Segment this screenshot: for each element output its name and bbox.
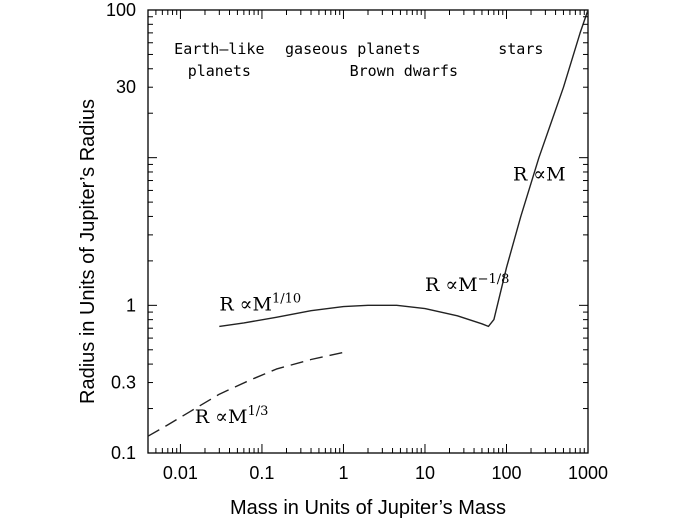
series-line-2-solid (219, 9, 589, 328)
x-tick-label: 10 (415, 463, 435, 483)
region-label: planets (188, 62, 251, 80)
region-label: Earth–like (174, 40, 264, 58)
scaling-law-annotation: R ∝M1/3 (195, 404, 269, 428)
x-tick-label: 1 (338, 463, 348, 483)
y-tick-label: 30 (116, 77, 136, 97)
x-axis-title: Mass in Units of Jupiter’s Mass (230, 497, 506, 519)
region-label: gaseous planets (285, 40, 420, 58)
x-tick-label: 0.1 (249, 463, 274, 483)
x-tick-label: 0.01 (163, 463, 198, 483)
series-line-1-dashed (147, 351, 344, 437)
region-label: stars (498, 40, 543, 58)
y-tick-label: 100 (106, 0, 136, 20)
region-label: Brown dwarfs (350, 62, 458, 80)
scaling-law-annotation: R ∝M (513, 164, 566, 186)
scaling-law-annotation: R ∝M1/10 (219, 292, 301, 316)
scaling-law-annotation: R ∝M−1/8 (425, 272, 510, 296)
x-tick-label: 100 (491, 463, 521, 483)
y-tick-label: 0.1 (111, 443, 136, 463)
y-tick-label: 1 (126, 295, 136, 315)
x-tick-label: 1000 (568, 463, 608, 483)
y-axis-title: Radius in Units of Jupiter’s Radius (77, 99, 99, 404)
y-tick-label: 0.3 (111, 373, 136, 393)
